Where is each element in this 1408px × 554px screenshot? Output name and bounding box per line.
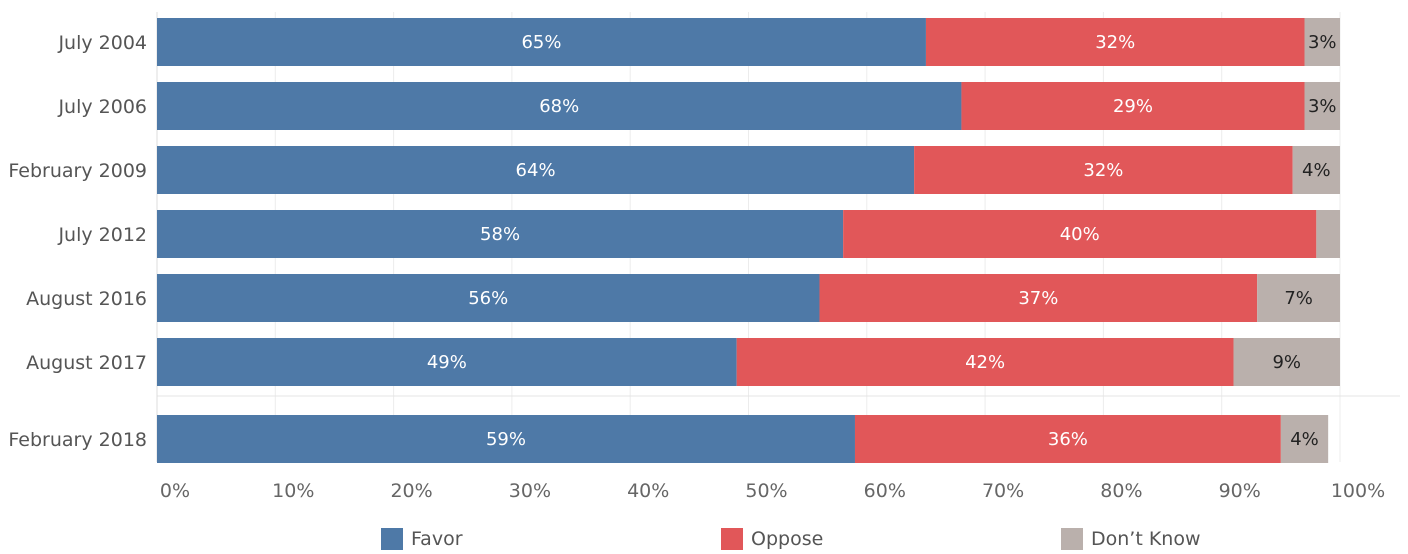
bars: 65% 32% 3% 68% 29% 3% 64% 32% 4% 58% 40% 56% 37% 7% 49… xyxy=(157,18,1340,463)
x-tick-label: 90% xyxy=(1219,480,1261,502)
x-tick-label: 50% xyxy=(745,480,787,502)
bar-oppose[interactable] xyxy=(961,82,1305,130)
bar-value-label: 29% xyxy=(1113,96,1153,117)
bar-don-t-know[interactable] xyxy=(1304,18,1340,66)
legend-swatch-favor xyxy=(381,528,403,550)
bar-favor[interactable] xyxy=(157,82,962,130)
x-tick-label: 80% xyxy=(1100,480,1142,502)
bar-favor[interactable] xyxy=(157,338,737,386)
x-tick-label: 40% xyxy=(627,480,669,502)
category-label: August 2017 xyxy=(26,352,147,374)
x-axis-ticks: 0% 10% 20% 30% 40% 50% 60% 70% 80% 90% 100% xyxy=(160,480,1385,502)
bar-value-label: 32% xyxy=(1083,160,1123,181)
x-tick-label: 10% xyxy=(272,480,314,502)
legend-item-oppose[interactable]: Oppose xyxy=(721,528,823,550)
bar-value-label: 7% xyxy=(1284,288,1313,309)
x-tick-label: 100% xyxy=(1331,480,1385,502)
bar-oppose[interactable] xyxy=(914,146,1293,194)
legend-label-favor: Favor xyxy=(411,528,463,550)
bar-don-t-know[interactable] xyxy=(1233,338,1340,386)
bar-value-label: 49% xyxy=(427,352,467,373)
bar-favor[interactable] xyxy=(157,210,844,258)
legend-label-oppose: Oppose xyxy=(751,528,824,550)
bar-favor[interactable] xyxy=(157,146,915,194)
bar-value-label: 3% xyxy=(1308,96,1337,117)
bar-oppose[interactable] xyxy=(925,18,1305,66)
category-label: July 2004 xyxy=(57,32,147,54)
category-label: July 2012 xyxy=(57,224,147,246)
bar-value-label: 4% xyxy=(1302,160,1331,181)
category-label: July 2006 xyxy=(57,96,147,118)
bar-value-label: 40% xyxy=(1060,224,1100,245)
bar-don-t-know[interactable] xyxy=(1304,82,1340,130)
bar-value-label: 59% xyxy=(486,429,526,450)
legend-item-favor[interactable]: Favor xyxy=(381,528,463,550)
legend-item-dont-know[interactable]: Don’t Know xyxy=(1061,528,1201,550)
x-tick-label: 0% xyxy=(160,480,190,502)
bar-don-t-know[interactable] xyxy=(1257,274,1340,322)
bar-value-label: 42% xyxy=(965,352,1005,373)
bar-value-label: 9% xyxy=(1272,352,1301,373)
bar-oppose[interactable] xyxy=(736,338,1234,386)
bar-value-label: 32% xyxy=(1095,32,1135,53)
bar-don-t-know[interactable] xyxy=(1316,210,1340,258)
bar-oppose[interactable] xyxy=(843,210,1317,258)
bar-value-label: 37% xyxy=(1018,288,1058,309)
bar-value-label: 68% xyxy=(539,96,579,117)
bar-value-label: 56% xyxy=(468,288,508,309)
bar-don-t-know[interactable] xyxy=(1292,146,1340,194)
legend-swatch-oppose xyxy=(721,528,743,550)
legend: Favor Oppose Don’t Know xyxy=(0,528,1408,554)
bar-oppose[interactable] xyxy=(819,274,1258,322)
category-label: August 2016 xyxy=(26,288,147,310)
bar-don-t-know[interactable] xyxy=(1280,415,1329,463)
x-tick-label: 60% xyxy=(864,480,906,502)
bar-favor[interactable] xyxy=(157,274,820,322)
bar-favor[interactable] xyxy=(157,415,855,463)
bar-value-label: 58% xyxy=(480,224,520,245)
category-labels: July 2004 July 2006 February 2009 July 2012… xyxy=(8,32,147,451)
bar-value-label: 4% xyxy=(1290,429,1319,450)
x-tick-label: 20% xyxy=(390,480,432,502)
x-tick-label: 30% xyxy=(509,480,551,502)
stacked-bar-chart: 65% 32% 3% 68% 29% 3% 64% 32% 4% 58% 40% 56% 37% 7% 49… xyxy=(8,12,1400,502)
bar-favor[interactable] xyxy=(157,18,926,66)
bar-value-label: 65% xyxy=(521,32,561,53)
bar-value-label: 3% xyxy=(1308,32,1337,53)
bar-value-label: 36% xyxy=(1048,429,1088,450)
x-tick-label: 70% xyxy=(982,480,1024,502)
legend-label-dont-know: Don’t Know xyxy=(1091,528,1201,550)
category-label: February 2018 xyxy=(8,429,147,451)
category-label: February 2009 xyxy=(8,160,147,182)
legend-swatch-dont-know xyxy=(1061,528,1083,550)
bar-oppose[interactable] xyxy=(854,415,1281,463)
bar-value-label: 64% xyxy=(516,160,556,181)
